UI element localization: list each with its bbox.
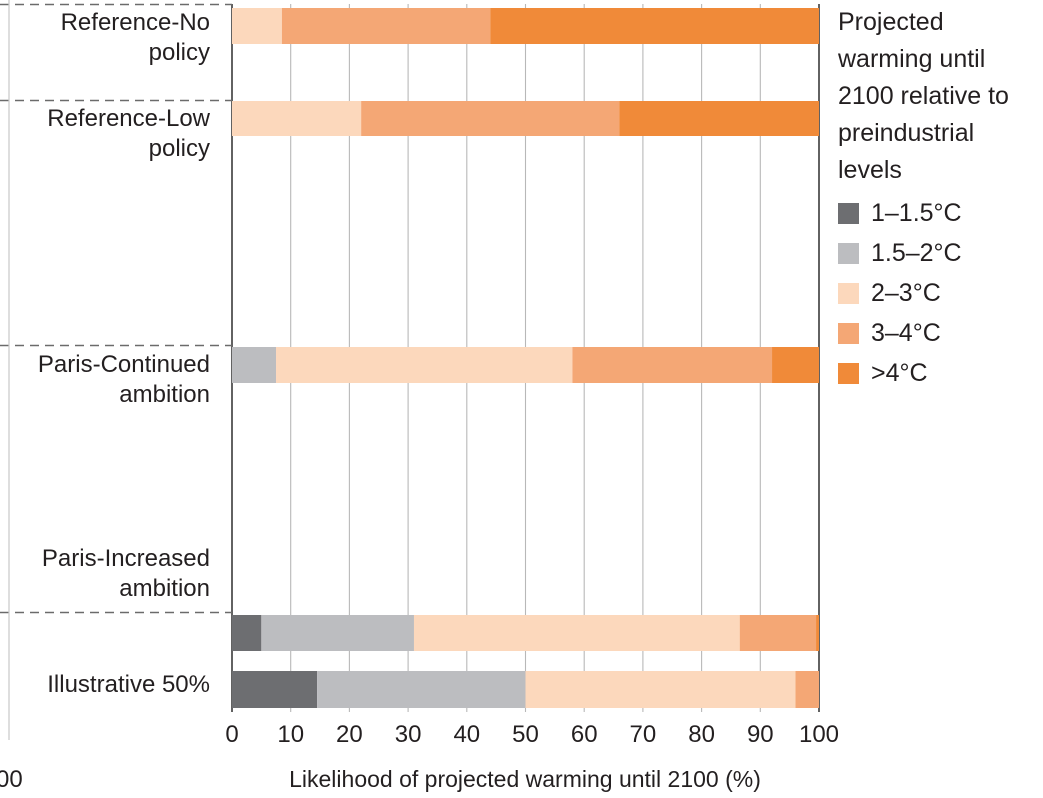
legend-title-line: levels: [838, 156, 902, 184]
bar-segment: [232, 615, 262, 651]
row-label: ambition: [119, 381, 210, 408]
bar-segment: [619, 101, 819, 136]
x-tick-label: 20: [336, 721, 363, 748]
legend-swatch: [838, 322, 859, 344]
legend-swatch: [838, 242, 859, 264]
bar-segment: [772, 347, 819, 383]
legend-title-line: warming until: [838, 45, 986, 73]
legend-title-line: Projected: [838, 8, 944, 36]
bar-segment: [281, 8, 491, 44]
legend-title-line: preindustrial: [838, 119, 975, 147]
legend-item: 3–4°C: [838, 313, 1043, 353]
legend: Projected warming until 2100 relative to pr…: [838, 4, 1043, 393]
row-label: Paris-Continued: [38, 351, 210, 378]
row-label: Reference-Low: [47, 105, 210, 132]
x-axis-title: Likelihood of projected warming until 21…: [289, 766, 761, 792]
bar-segment: [525, 671, 796, 708]
bar-segment: [816, 615, 819, 651]
legend-label: >4°C: [871, 358, 928, 387]
bar-segment: [261, 615, 414, 651]
bar-segment: [232, 671, 318, 708]
legend-title-line: 2100 relative to: [838, 82, 1009, 110]
row-label: Illustrative 50%: [47, 671, 210, 698]
bar-layer: [232, 8, 819, 708]
x-tick-label: 90: [747, 721, 774, 748]
x-tick-label: 80: [688, 721, 715, 748]
x-tick-label: 50: [512, 721, 539, 748]
bar-segment: [276, 347, 573, 383]
x-tick-label: 30: [395, 721, 422, 748]
bar-segment: [490, 8, 819, 44]
row-label: Reference-No: [61, 9, 210, 36]
legend-swatch: [838, 362, 859, 384]
row-label: policy: [149, 39, 210, 66]
x-tick-label: 10: [277, 721, 304, 748]
x-tick-label: 0: [225, 721, 238, 748]
bar-segment: [232, 347, 277, 383]
row-label: Paris-Increased: [42, 545, 210, 572]
legend-items: 1–1.5°C 1.5–2°C 2–3°C 3–4°C >4°C: [838, 193, 1043, 393]
legend-label: 2–3°C: [871, 278, 941, 307]
legend-label: 1.5–2°C: [871, 238, 962, 267]
legend-item: 1.5–2°C: [838, 233, 1043, 273]
legend-item: >4°C: [838, 353, 1043, 393]
legend-item: 1–1.5°C: [838, 193, 1043, 233]
bar-segment: [232, 8, 282, 44]
x-tick-label: 40: [453, 721, 480, 748]
bar-segment: [317, 671, 526, 708]
bar-segment: [572, 347, 773, 383]
legend-swatch: [838, 282, 859, 304]
bar-segment: [795, 671, 819, 708]
cropped-tick-fragment: 00: [0, 766, 23, 793]
x-tick-label: 70: [630, 721, 657, 748]
row-label: ambition: [119, 575, 210, 602]
row-label: policy: [149, 135, 210, 162]
bar-segment: [361, 101, 620, 136]
row-labels: Reference-No policy Reference-Low policy Par…: [38, 9, 211, 698]
bar-segment: [232, 101, 362, 136]
legend-label: 1–1.5°C: [871, 198, 962, 227]
x-tick-label: 100: [799, 721, 839, 748]
legend-item: 2–3°C: [838, 273, 1043, 313]
legend-label: 3–4°C: [871, 318, 941, 347]
x-axis: 0 10 20 30 40 50 60 70 80 90 100: [225, 721, 839, 748]
bar-segment: [413, 615, 740, 651]
legend-swatch: [838, 202, 859, 224]
legend-title: Projected warming until 2100 relative to pr…: [838, 4, 1043, 189]
bar-segment: [739, 615, 817, 651]
x-tick-label: 60: [571, 721, 598, 748]
